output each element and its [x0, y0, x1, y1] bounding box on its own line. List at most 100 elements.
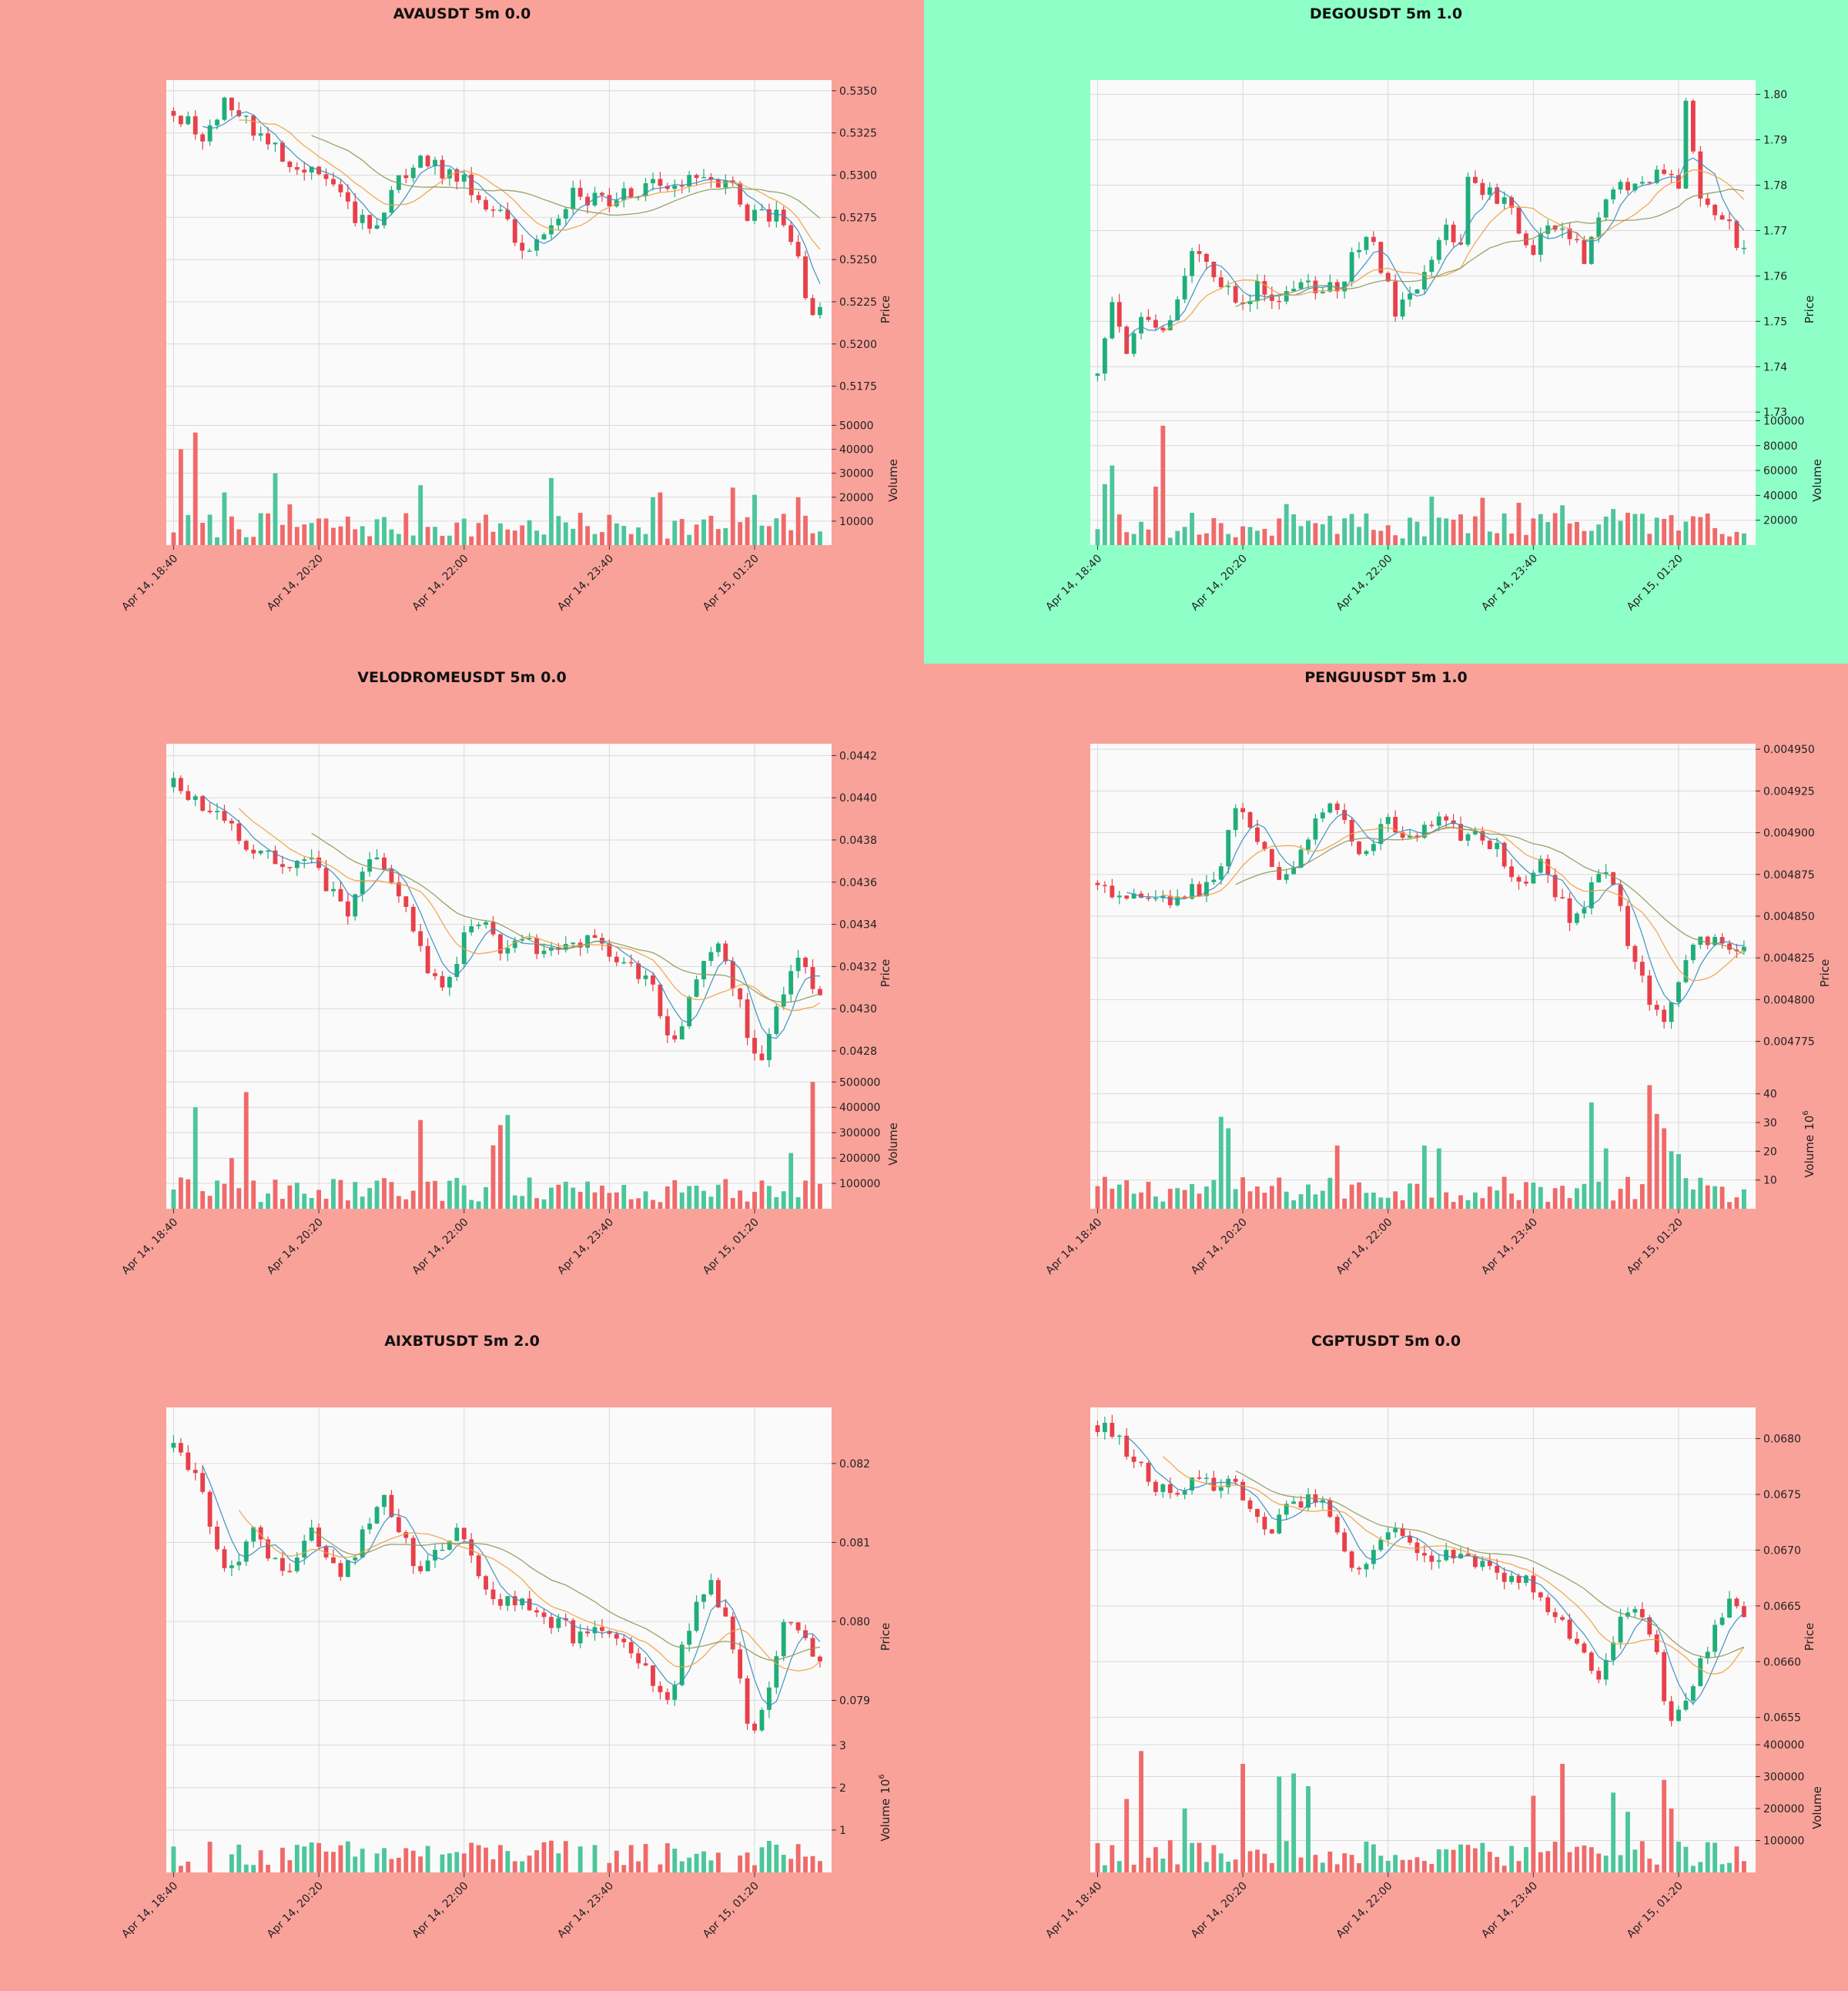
candle-body	[1545, 1597, 1551, 1612]
candle-body	[1247, 811, 1253, 828]
candle-body	[1741, 247, 1746, 249]
candle-body	[1277, 1514, 1282, 1534]
x-tick-label: Apr 14, 18:40	[119, 553, 180, 614]
volume-bar	[490, 1859, 496, 1872]
volume-bar	[1102, 1176, 1107, 1209]
volume-bar	[628, 534, 634, 545]
x-tick-label: Apr 14, 20:20	[1189, 1880, 1250, 1941]
candle-body	[578, 187, 583, 197]
candle-body	[360, 872, 365, 895]
chart-svg: VELODROMEUSDT 5m 0.0 0.0428 0.0430 0.0432 0.…	[119, 669, 900, 1277]
volume-bar	[1727, 1202, 1732, 1209]
volume-bar	[1146, 1181, 1151, 1209]
candle-body	[497, 209, 503, 211]
volume-bar	[708, 515, 714, 545]
volume-bar	[1560, 1186, 1565, 1209]
volume-tick-label: 400000	[1763, 1739, 1804, 1752]
candle-body	[280, 864, 285, 867]
volume-bar	[1320, 1190, 1325, 1209]
volume-bar	[665, 1186, 670, 1209]
candle-body	[1698, 1658, 1703, 1687]
candle-body	[1226, 830, 1231, 867]
candle-body	[803, 957, 808, 968]
volume-bar	[1487, 1852, 1492, 1872]
volume-bar	[476, 523, 481, 545]
candle-body	[1516, 207, 1522, 234]
volume-bar	[810, 1082, 815, 1209]
volume-bar	[1400, 1200, 1405, 1209]
volume-bar	[280, 524, 285, 545]
candle-body	[1371, 1550, 1376, 1564]
candle-body	[1131, 1456, 1137, 1462]
candle-body	[1741, 946, 1746, 952]
volume-bar	[752, 1865, 757, 1872]
price-panel	[166, 744, 832, 1079]
price-tick-label: 0.0675	[1763, 1489, 1801, 1501]
volume-bar	[643, 1844, 648, 1872]
candle-body	[251, 1527, 256, 1542]
candle-body	[1400, 832, 1405, 838]
candle-body	[759, 1709, 765, 1731]
volume-bar	[454, 1177, 460, 1209]
volume-bar	[788, 1153, 794, 1209]
candle-body	[774, 209, 779, 222]
volume-bar	[715, 1852, 721, 1872]
volume-bar	[1102, 1865, 1107, 1872]
price-tick-label: 0.0680	[1763, 1434, 1801, 1446]
volume-bar	[1327, 1851, 1333, 1872]
volume-bar	[258, 1850, 263, 1872]
volume-bar	[331, 1852, 336, 1872]
price-tick-label: 1.73	[1763, 407, 1787, 419]
candle-body	[1284, 291, 1289, 302]
candle-body	[1327, 803, 1333, 813]
candle-body	[1102, 1423, 1107, 1432]
candle-body	[1342, 281, 1348, 292]
volume-bar	[1582, 1183, 1587, 1209]
volume-bar	[745, 517, 750, 545]
candle-body	[766, 1687, 772, 1710]
volume-bar	[1378, 530, 1384, 545]
candle-body	[1306, 280, 1311, 283]
volume-bar	[600, 1185, 604, 1209]
volume-bar	[592, 1192, 598, 1209]
volume-bar	[280, 1847, 285, 1872]
x-tick-label: Apr 14, 22:00	[410, 1216, 471, 1277]
candle-body	[171, 1443, 176, 1448]
candle-body	[454, 1528, 460, 1541]
candle-body	[556, 947, 561, 950]
volume-bar	[1719, 1186, 1725, 1209]
candle-body	[1495, 1565, 1500, 1573]
candle-body	[1451, 1550, 1456, 1559]
price-tick-label: 0.004950	[1763, 744, 1815, 756]
candle-body	[273, 1558, 278, 1560]
price-axis-label: Price	[1803, 1623, 1816, 1651]
candle-body	[382, 212, 387, 226]
candle-body	[294, 1558, 300, 1571]
candle-body	[186, 115, 191, 125]
volume-bar	[1429, 497, 1435, 545]
volume-bar	[701, 1190, 706, 1209]
candle-body	[1662, 169, 1667, 174]
volume-bar	[810, 533, 815, 545]
candle-body	[1131, 893, 1137, 898]
volume-bar	[643, 1191, 648, 1209]
volume-bar	[484, 1186, 488, 1209]
volume-bar	[781, 514, 786, 545]
volume-bar	[1139, 521, 1143, 545]
x-tick-label: Apr 14, 23:40	[1479, 553, 1540, 614]
volume-tick-label: 300000	[839, 1127, 880, 1139]
candle-body	[1480, 182, 1485, 196]
volume-bar	[679, 519, 685, 545]
volume-bar	[1298, 1857, 1304, 1872]
volume-bar	[1240, 1763, 1246, 1872]
volume-tick-label: 60000	[1763, 465, 1798, 477]
chart-panel-5: AIXBTUSDT 5m 2.0 0.079 0.080 0.081 0.082 1 2 3 P…	[0, 1327, 924, 1991]
volume-bar	[1545, 1851, 1551, 1872]
moving-average-line	[238, 1510, 821, 1672]
candle-body	[1371, 844, 1376, 852]
volume-bar	[243, 1092, 249, 1209]
price-tick-label: 0.5275	[839, 212, 877, 224]
candle-body	[1509, 197, 1514, 208]
volume-bar	[266, 513, 270, 545]
candle-body	[1255, 827, 1260, 842]
